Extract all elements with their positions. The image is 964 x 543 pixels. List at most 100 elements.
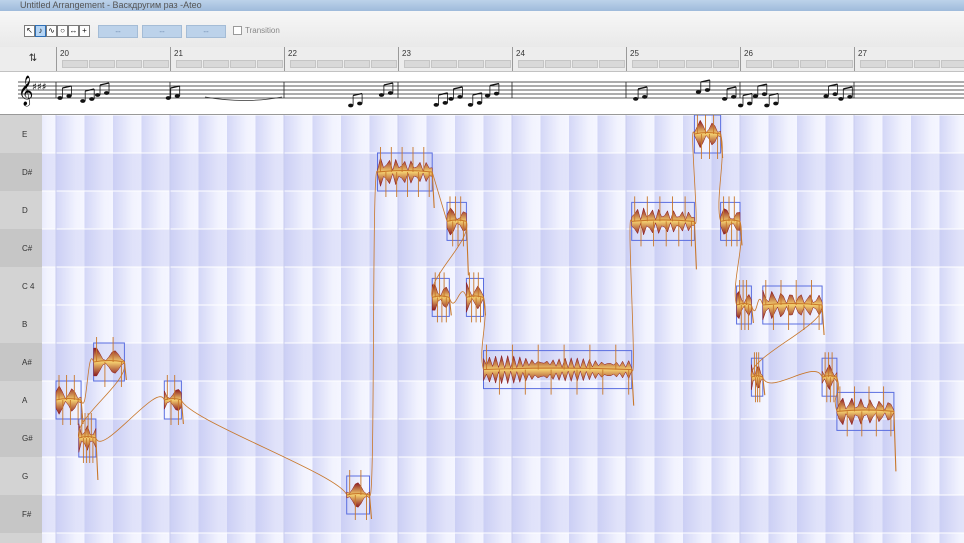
pitch-transition: [834, 377, 839, 412]
amplitude-shape: [720, 208, 741, 235]
pitch-key[interactable]: C#: [0, 229, 42, 267]
pitch-key[interactable]: B: [0, 305, 42, 343]
beat-column: [312, 115, 341, 543]
notehead: [57, 96, 63, 100]
ruler-bar[interactable]: 21: [170, 47, 284, 71]
pitch-key[interactable]: F#: [0, 495, 42, 533]
bar-line: [170, 47, 171, 71]
bar-number: 23: [402, 49, 411, 58]
transition-checkbox[interactable]: [233, 26, 242, 35]
beat-marker: [404, 60, 430, 68]
pitch-tool[interactable]: ∿: [46, 25, 57, 37]
amplitude-tool[interactable]: ↔: [68, 25, 79, 37]
pitch-transition: [95, 396, 165, 442]
pitch-transition: [762, 371, 823, 384]
pitch-key[interactable]: C 4: [0, 267, 42, 305]
beat-column: [42, 115, 56, 543]
bar-ruler[interactable]: 20 21 22 23 24 25 26 27: [0, 47, 964, 72]
beat-column: [597, 115, 626, 543]
bar-line: [284, 47, 285, 71]
notehead: [174, 94, 180, 98]
pitch-key[interactable]: A: [0, 381, 42, 419]
treble-clef-icon: 𝄞: [18, 75, 33, 107]
edit-field-1[interactable]: --: [98, 25, 138, 38]
ruler-bar[interactable]: 24: [512, 47, 626, 71]
bar-number: 26: [744, 49, 753, 58]
beat-marker: [257, 60, 283, 68]
bar-number: 22: [288, 49, 297, 58]
bar-number: 27: [858, 49, 867, 58]
beat-column: [882, 115, 911, 543]
pointer-tool[interactable]: ↖: [24, 25, 35, 37]
pitch-spikes: [486, 344, 630, 395]
edit-field-3[interactable]: --: [186, 25, 226, 38]
beat-column: [198, 115, 227, 543]
notehead: [467, 103, 473, 107]
transition-label: Transition: [245, 26, 280, 35]
note-blob: [836, 386, 897, 472]
pitch-transition: [181, 399, 348, 496]
beat-marker: [143, 60, 169, 68]
pitch-key-label: C 4: [22, 282, 35, 291]
pitch-spikes: [349, 470, 367, 520]
bar-number: 24: [516, 49, 525, 58]
pitch-key[interactable]: E: [0, 115, 42, 153]
bar-line: [398, 47, 399, 71]
pitch-transition: [80, 358, 95, 404]
beat-marker: [89, 60, 115, 68]
bar-line: [854, 47, 855, 71]
beat-marker: [887, 60, 913, 68]
note-beam: [843, 86, 853, 90]
time-tool[interactable]: +: [79, 25, 90, 37]
pitch-editor-grid[interactable]: [42, 115, 964, 543]
beat-marker: [485, 60, 511, 68]
pitch-transition: [751, 298, 764, 312]
notehead: [476, 101, 482, 105]
beat-column: [654, 115, 683, 543]
formant-tool[interactable]: ○: [57, 25, 68, 37]
pitch-curve: [377, 169, 435, 209]
toolbar: ↖ ♪ ∿ ○ ↔ + -- -- -- Transition: [0, 11, 964, 48]
pitch-key-label: D#: [22, 168, 33, 177]
notehead: [847, 95, 853, 99]
main-tool[interactable]: ♪: [35, 25, 46, 37]
ruler-bar[interactable]: 20: [56, 47, 170, 71]
notehead: [838, 97, 844, 101]
pitch-key-label: G: [22, 472, 29, 481]
note-beam: [62, 85, 72, 89]
ruler-bar[interactable]: 26: [740, 47, 854, 71]
pitch-key[interactable]: A#: [0, 343, 42, 381]
beat-marker: [317, 60, 343, 68]
notehead: [387, 91, 394, 95]
notehead: [165, 96, 171, 100]
pitch-key-label: A: [22, 396, 28, 405]
pitch-spikes: [449, 196, 464, 247]
notehead: [642, 95, 648, 99]
pitch-spikes: [696, 115, 719, 159]
pitch-key[interactable]: D#: [0, 153, 42, 191]
scroll-sync-icon[interactable]: ⇅: [28, 53, 38, 64]
pitch-key[interactable]: G#: [0, 419, 42, 457]
ruler-bar[interactable]: 27: [854, 47, 964, 71]
pitch-key[interactable]: G: [0, 457, 42, 495]
beat-column: [911, 115, 940, 543]
pitch-curve: [720, 219, 743, 246]
note-beam: [472, 92, 482, 96]
beat-marker: [518, 60, 544, 68]
beat-marker: [686, 60, 712, 68]
notehead: [633, 97, 639, 101]
pitch-spikes: [839, 386, 892, 437]
ruler-bar[interactable]: 25: [626, 47, 740, 71]
notehead: [433, 103, 439, 107]
pitch-key[interactable]: D: [0, 191, 42, 229]
ruler-bar[interactable]: 23: [398, 47, 512, 71]
ruler-bar[interactable]: 22: [284, 47, 398, 71]
pitch-spikes: [634, 196, 692, 247]
notehead: [357, 101, 363, 106]
note-blob: [720, 196, 743, 247]
pitch-transition: [448, 291, 467, 304]
beat-marker: [116, 60, 142, 68]
edit-field-2[interactable]: --: [142, 25, 182, 38]
pitch-key-label: G#: [22, 434, 33, 443]
beat-column: [455, 115, 484, 543]
